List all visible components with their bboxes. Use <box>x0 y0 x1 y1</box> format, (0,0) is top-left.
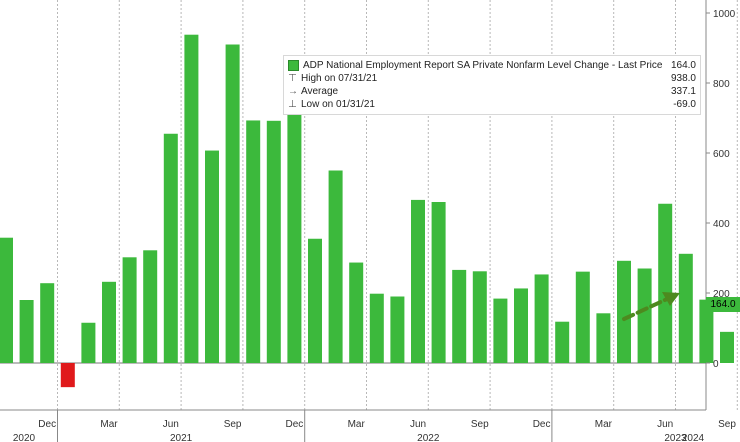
legend-high-row: ⊤ High on 07/31/21 938.0 <box>288 72 696 84</box>
bars <box>0 34 734 388</box>
x-tick-label: Dec <box>533 419 551 430</box>
bar <box>452 269 467 363</box>
x-axis: DecMarJunSepDecMarJunSepDecMarJunSepDec2… <box>0 409 736 442</box>
bar <box>658 203 673 363</box>
x-tick-label: Jun <box>657 419 673 430</box>
legend-low-value: -69.0 <box>673 98 696 110</box>
bar <box>102 281 116 363</box>
x-tick-label: Sep <box>224 419 242 430</box>
bar <box>60 363 75 388</box>
bar <box>472 271 487 363</box>
legend-average-row: → Average 337.1 <box>288 85 696 97</box>
bar <box>143 250 158 363</box>
bar <box>287 73 302 364</box>
bar <box>575 271 590 363</box>
y-tick-label: 200 <box>713 289 730 300</box>
bar <box>19 300 34 363</box>
bar <box>184 34 199 363</box>
legend-series-row: ADP National Employment Report SA Privat… <box>288 59 696 71</box>
legend-average-value: 337.1 <box>670 85 696 97</box>
bar <box>514 288 528 363</box>
x-tick-label: Mar <box>595 419 613 430</box>
x-tick-label: Mar <box>100 419 118 430</box>
bar <box>266 120 281 363</box>
legend-average-label: Average <box>301 85 339 97</box>
y-tick-label: 800 <box>713 79 730 90</box>
year-label: 2023 <box>664 433 687 442</box>
bar <box>534 274 549 363</box>
bar <box>493 298 508 363</box>
year-label: 2021 <box>170 433 193 442</box>
x-tick-label: Jun <box>410 419 426 430</box>
legend-last-price: 164.0 <box>670 59 696 71</box>
y-tick-label: 0 <box>713 359 719 370</box>
bar <box>617 260 631 363</box>
last-price-badge: 164.0 <box>706 297 740 312</box>
x-tick-label: Dec <box>286 419 304 430</box>
legend-low-label: Low on 01/31/21 <box>301 98 375 110</box>
year-label: 2020 <box>13 433 36 442</box>
bar <box>308 238 322 363</box>
bar <box>163 133 178 363</box>
trend-arrow <box>622 292 680 321</box>
legend-high-value: 938.0 <box>670 72 696 84</box>
trend-arrow-head <box>662 292 680 306</box>
bar <box>205 150 219 363</box>
x-tick-label: Dec <box>38 419 56 430</box>
y-tick-label: 600 <box>713 149 730 160</box>
bar <box>225 44 240 363</box>
y-tick-label: 400 <box>713 219 730 230</box>
x-tick-label: Jun <box>163 419 179 430</box>
legend: ADP National Employment Report SA Privat… <box>283 55 701 115</box>
bar <box>555 321 570 363</box>
bar <box>699 299 714 363</box>
bar <box>369 293 384 363</box>
bar <box>246 120 261 363</box>
legend-high-label: High on 07/31/21 <box>301 72 378 84</box>
high-marker-icon: ⊤ <box>288 72 297 84</box>
bar <box>0 237 13 363</box>
bar <box>390 296 405 363</box>
x-tick-label: Sep <box>718 419 736 430</box>
legend-swatch-icon <box>288 59 299 71</box>
legend-low-row: ⊥ Low on 01/31/21 -69.0 <box>288 98 696 110</box>
y-tick-label: 1000 <box>713 9 736 20</box>
year-label: 2022 <box>417 433 440 442</box>
bar <box>411 199 425 363</box>
bar <box>720 331 734 363</box>
year-label: 2024 <box>682 433 705 442</box>
bar <box>328 170 343 363</box>
bar <box>40 283 55 363</box>
average-marker-icon: → <box>288 85 298 97</box>
low-marker-icon: ⊥ <box>288 98 297 110</box>
bar <box>81 322 96 363</box>
x-tick-label: Sep <box>471 419 489 430</box>
bar <box>637 268 652 363</box>
y-axis: 0 200 400 600 800 1000 <box>706 9 736 370</box>
bar <box>596 313 611 363</box>
bar <box>122 257 137 363</box>
x-tick-label: Mar <box>348 419 366 430</box>
bar <box>431 202 446 363</box>
legend-series-title: ADP National Employment Report SA Privat… <box>303 59 663 71</box>
trend-arrow-shaft <box>622 297 669 321</box>
bar <box>678 253 693 363</box>
bar <box>349 262 364 363</box>
